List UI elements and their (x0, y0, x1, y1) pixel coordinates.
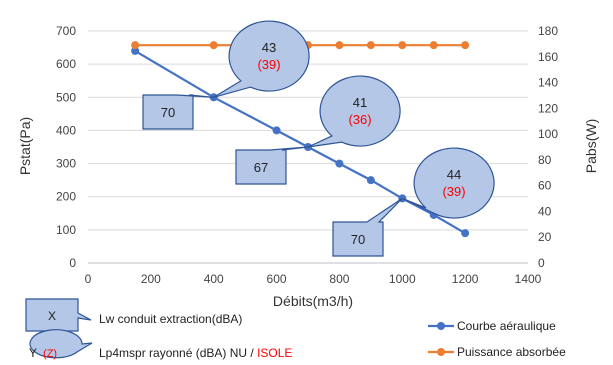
key-box-label: X (48, 309, 56, 323)
y-right-tick-label: 20 (538, 230, 552, 244)
series-point-1 (461, 41, 470, 50)
lw-value: 70 (161, 105, 175, 120)
y-right-tick-label: 80 (538, 153, 552, 167)
lp-isole-value: (36) (348, 112, 371, 127)
x-tick-label: 1400 (515, 272, 542, 286)
lp-value: 41 (353, 95, 367, 110)
y-left-tick-label: 700 (56, 24, 76, 38)
lp-value: 43 (262, 40, 276, 55)
x-tick-label: 400 (204, 272, 224, 286)
key-box-text: Lw conduit extraction(dBA) (99, 312, 242, 326)
key-oval-y: Y (29, 346, 37, 360)
series-point-0 (461, 229, 470, 238)
callout-group: 70 43 (39) (142, 20, 310, 130)
lw-callout-box (235, 146, 309, 185)
series-point-1 (209, 41, 218, 50)
key-oval-text: Lp4mspr rayonné (dBA) NU / ISOLE (99, 346, 292, 360)
key-oval-shape (29, 329, 93, 359)
key-box-shape (25, 298, 92, 332)
lp-callout-oval (402, 147, 495, 219)
x-tick-label: 0 (85, 272, 92, 286)
legend-marker-puissance (437, 348, 445, 356)
key-oval-z: (Z) (43, 348, 57, 360)
callout-group: 70 44 (39) (332, 147, 495, 257)
key-oval-label: Y (Z) (29, 346, 57, 360)
series-point-0 (272, 126, 281, 135)
x-tick-label: 1000 (389, 272, 416, 286)
y-left-tick-label: 400 (56, 123, 76, 137)
x-tick-label: 800 (329, 272, 349, 286)
y-axis-left-title: Pstat(Pa) (17, 117, 33, 175)
lp-callout-oval (213, 20, 310, 98)
key-box: X (25, 298, 92, 332)
series-point-1 (429, 41, 438, 50)
y-right-tick-label: 40 (538, 204, 552, 218)
legend-label-courbe: Courbe aéraulique (457, 319, 556, 333)
lp-callout-oval (307, 75, 401, 148)
callouts-layer: 70 43 (39) 67 41 (36) 70 44 (39) (142, 20, 495, 257)
y-left-tick-label: 600 (56, 57, 76, 71)
y-right-tick-label: 120 (538, 101, 558, 115)
lp-isole-value: (39) (442, 184, 465, 199)
callout-group: 67 41 (36) (235, 75, 401, 185)
series-point-0 (131, 46, 140, 55)
key-oval: Y (Z) (29, 329, 93, 360)
y-left-tick-label: 500 (56, 90, 76, 104)
y-left-tick-label: 100 (56, 223, 76, 237)
legend-item-courbe: Courbe aéraulique (428, 319, 556, 333)
x-axis-title: Débits(m3/h) (273, 293, 353, 309)
lw-value: 70 (351, 232, 365, 247)
x-tick-label: 200 (141, 272, 161, 286)
series-layer (131, 41, 470, 238)
y-left-tick-label: 200 (56, 190, 76, 204)
y-left-tick-label: 300 (56, 157, 76, 171)
legend-label-puissance: Puissance absorbée (457, 345, 566, 359)
y-axis-right-title: Pabs(W) (583, 119, 599, 173)
key-oval-text-isole: ISOLE (257, 346, 292, 360)
y-right-tick-label: 160 (538, 50, 558, 64)
y-right-tick-label: 60 (538, 179, 552, 193)
lp-isole-value: (39) (257, 57, 280, 72)
series-point-1 (366, 41, 375, 50)
series-point-1 (335, 41, 344, 50)
lw-value: 67 (254, 160, 268, 175)
x-tick-label: 1200 (452, 272, 479, 286)
lw-callout-box (332, 197, 403, 257)
y-right-tick-label: 100 (538, 127, 558, 141)
lw-callout-box (142, 94, 214, 130)
series-point-0 (366, 176, 375, 185)
y-left-tick-label: 0 (69, 256, 76, 270)
tick-labels: 0100200300400500600700020406080100120140… (56, 24, 558, 286)
legend-marker-courbe (437, 322, 445, 330)
x-tick-label: 600 (267, 272, 287, 286)
legend-item-puissance: Puissance absorbée (428, 345, 566, 359)
legend: Courbe aéraulique Puissance absorbée (428, 319, 566, 359)
series-point-0 (335, 159, 344, 168)
series-point-1 (131, 41, 140, 50)
series-point-1 (398, 41, 407, 50)
y-right-tick-label: 180 (538, 24, 558, 38)
y-right-tick-label: 0 (538, 256, 545, 270)
y-right-tick-label: 140 (538, 76, 558, 90)
lp-value: 44 (447, 167, 461, 182)
key-oval-text-main: Lp4mspr rayonné (dBA) NU / (99, 346, 257, 360)
